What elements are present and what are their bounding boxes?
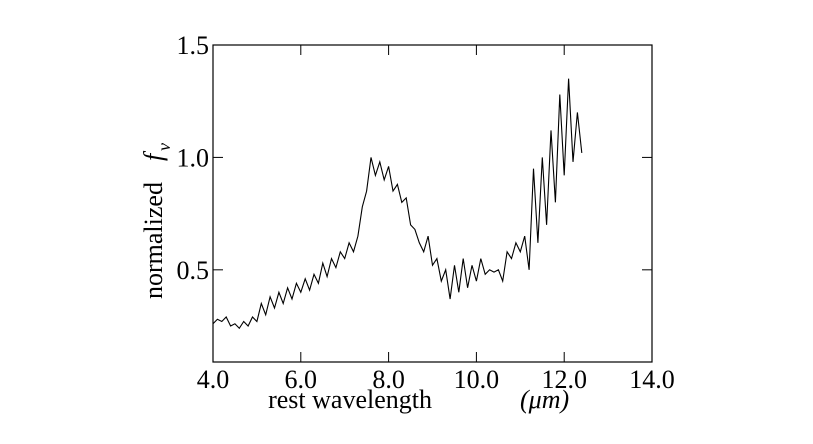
y-axis-label-group: normalized f ν	[139, 143, 174, 299]
x-tick-label: 8.0	[372, 365, 405, 394]
x-axis-unit: (μm)	[520, 385, 569, 414]
y-tick-label: 1.5	[177, 31, 210, 60]
x-axis-label: rest wavelength	[268, 385, 432, 414]
y-tick-label: 0.5	[177, 256, 210, 285]
y-axis-label: normalized	[139, 182, 168, 299]
x-tick-label: 4.0	[197, 365, 230, 394]
y-tick-label: 1.0	[177, 143, 210, 172]
spectrum-line	[212, 78, 583, 330]
plot-frame	[212, 44, 653, 363]
y-axis-subscript: ν	[154, 143, 174, 151]
x-tick-label: 12.0	[541, 365, 587, 394]
x-tick-label: 6.0	[285, 365, 318, 394]
x-tick-label: 10.0	[454, 365, 500, 394]
y-axis-symbol: f	[139, 150, 168, 161]
x-tick-label: 14.0	[629, 365, 675, 394]
